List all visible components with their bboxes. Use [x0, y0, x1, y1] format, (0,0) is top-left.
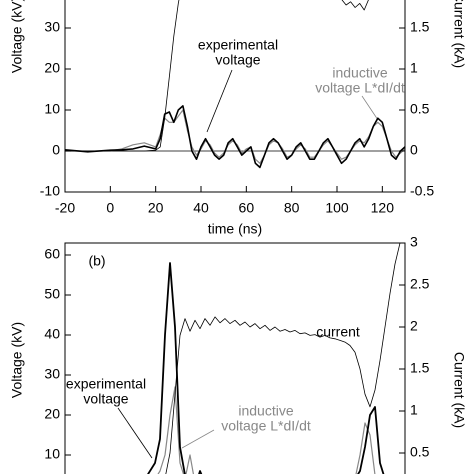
y-tick-label: -10 — [40, 183, 60, 199]
y-tick-label: 10 — [44, 446, 60, 462]
annotation: voltage — [215, 52, 260, 68]
data-line — [165, 243, 401, 474]
annotation: voltage — [83, 391, 128, 407]
x-tick-label: 20 — [148, 200, 164, 216]
annotation: voltage L*dI/dt — [315, 80, 405, 96]
y2-tick-label: 1.5 — [410, 360, 430, 376]
annotation: inductive — [238, 403, 293, 419]
y2-tick-label: 1.5 — [410, 19, 430, 35]
y-tick-label: 30 — [44, 19, 60, 35]
pointer — [181, 429, 215, 449]
plot-frame — [64, 0, 406, 193]
y2-tick-label: 2 — [410, 318, 418, 334]
plot-area — [147, 243, 401, 474]
pointer — [361, 95, 379, 121]
y-tick-label: 0 — [52, 142, 60, 158]
y2-tick-label: 3 — [410, 234, 418, 250]
panel-label: (b) — [88, 253, 105, 269]
y-axis-label: Voltage (kV) — [9, 322, 25, 398]
y-axis-label: Voltage (kV) — [9, 0, 25, 73]
annotation: current — [316, 324, 360, 340]
y2-tick-label: 0.5 — [410, 101, 430, 117]
pointer — [206, 69, 233, 133]
annotation: inductive — [332, 65, 387, 81]
y2-tick-label: 2.5 — [410, 276, 430, 292]
y-tick-label: 10 — [44, 101, 60, 117]
plot-frame — [64, 242, 406, 474]
y2-tick-label: 1 — [410, 60, 418, 76]
x-tick-label: 60 — [239, 200, 255, 216]
y2-tick-label: 1 — [410, 402, 418, 418]
y-tick-label: 50 — [44, 286, 60, 302]
annotation: experimental — [198, 37, 278, 53]
data-line — [65, 0, 369, 152]
x-tick-label: 120 — [371, 200, 395, 216]
plot-area — [65, 0, 405, 169]
x-tick-label: 100 — [325, 200, 349, 216]
x-axis-label: time (ns) — [208, 221, 262, 237]
y-tick-label: 30 — [44, 366, 60, 382]
x-tick-label: 80 — [284, 200, 300, 216]
data-line — [147, 262, 385, 474]
y2-axis-label: Current (kA) — [451, 0, 467, 68]
data-line — [65, 105, 405, 169]
annotation: voltage L*dI/dt — [221, 418, 311, 434]
y-tick-label: 20 — [44, 60, 60, 76]
pointer — [117, 407, 153, 459]
annotation: experimental — [66, 376, 146, 392]
x-tick-label: 0 — [106, 200, 114, 216]
y-tick-label: 40 — [44, 326, 60, 342]
data-line — [65, 109, 405, 164]
x-tick-label: 40 — [193, 200, 209, 216]
x-tick-label: -20 — [55, 200, 75, 216]
y2-axis-label: Current (kA) — [451, 352, 467, 428]
y-tick-label: 20 — [44, 406, 60, 422]
y2-tick-label: 0 — [410, 142, 418, 158]
y2-tick-label: -0.5 — [410, 183, 434, 199]
y2-tick-label: 0.5 — [410, 444, 430, 460]
y-tick-label: 60 — [44, 246, 60, 262]
